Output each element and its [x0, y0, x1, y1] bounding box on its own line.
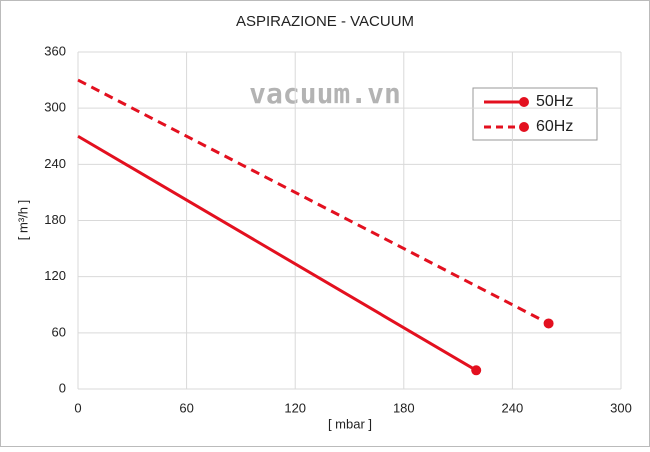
watermark: vacuum.vn [249, 77, 401, 110]
legend-label: 60Hz [536, 118, 573, 135]
x-tick-label: 0 [74, 400, 81, 415]
y-tick-label: 240 [44, 156, 66, 171]
series-line [77, 134, 477, 372]
chart-title: ASPIRAZIONE - VACUUM [236, 13, 414, 30]
legend-marker [519, 97, 529, 107]
x-tick-label: 180 [393, 400, 415, 415]
y-tick-label: 180 [44, 212, 66, 227]
series-line [77, 78, 550, 325]
y-tick-label: 0 [59, 380, 66, 395]
x-tick-label: 60 [179, 400, 193, 415]
legend-box [472, 87, 598, 141]
y-tick-label: 120 [44, 268, 66, 283]
x-tick-label: 120 [284, 400, 306, 415]
end-marker [543, 318, 554, 329]
end-marker [471, 365, 482, 376]
legend-marker [519, 122, 529, 132]
y-tick-label: 360 [44, 43, 66, 58]
x-tick-label: 300 [610, 400, 632, 415]
y-tick-label: 300 [44, 100, 66, 115]
legend-label: 50Hz [536, 93, 573, 110]
x-axis-label: [ mbar ] [328, 416, 372, 431]
y-tick-label: 60 [52, 324, 66, 339]
x-tick-label: 240 [502, 400, 524, 415]
y-axis-label: [ m³/h ] [15, 200, 30, 240]
